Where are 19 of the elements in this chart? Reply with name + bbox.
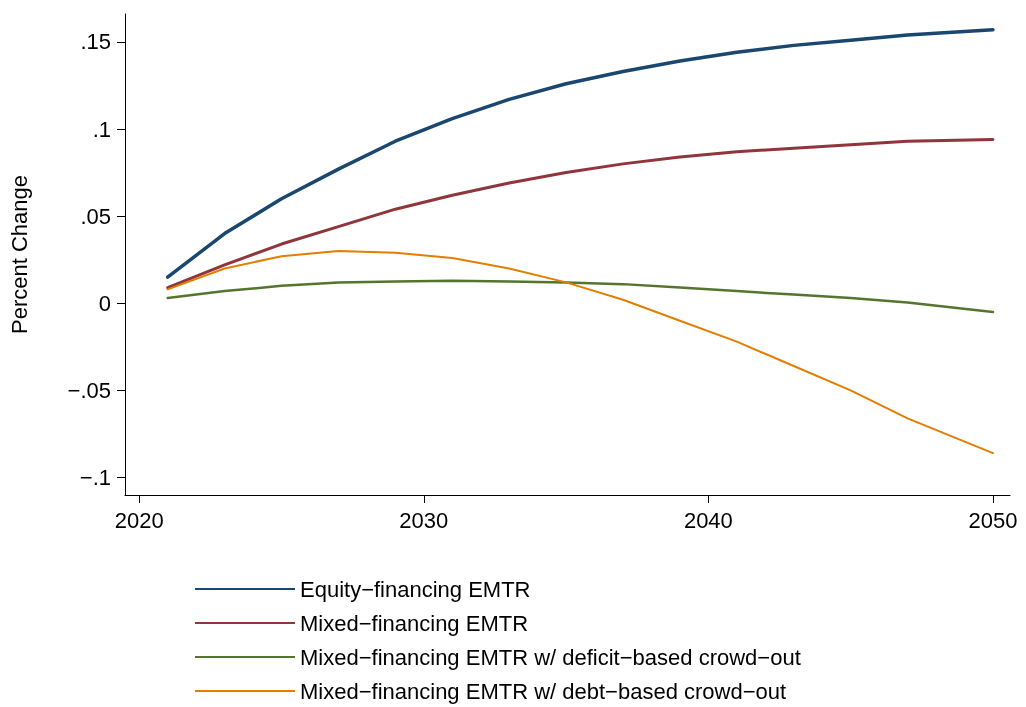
line-series [166, 279, 995, 314]
y-tick-label: −.05 [67, 377, 111, 403]
legend-label: Mixed−financing EMTR w/ deficit−based crowd−out [300, 644, 801, 670]
x-tick-label: 2030 [399, 507, 449, 533]
legend-label: Mixed−financing EMTR w/ debt−based crowd−out [300, 678, 787, 704]
x-tick-label: 2050 [968, 507, 1018, 533]
legend-label: Mixed−financing EMTR [300, 610, 529, 636]
line-series [166, 250, 994, 455]
x-tick-label: 2020 [114, 507, 164, 533]
y-axis-title: Percent Change [6, 175, 32, 334]
line-series [165, 27, 995, 279]
line-series [166, 137, 995, 290]
x-tick-label: 2040 [683, 507, 733, 533]
y-tick-label: .1 [92, 116, 111, 142]
y-tick-label: 0 [98, 290, 111, 316]
y-tick-label: .15 [80, 29, 111, 55]
y-tick-label: −.1 [79, 465, 111, 491]
y-tick-label: .05 [80, 203, 111, 229]
legend-label: Equity−financing EMTR [300, 576, 531, 602]
